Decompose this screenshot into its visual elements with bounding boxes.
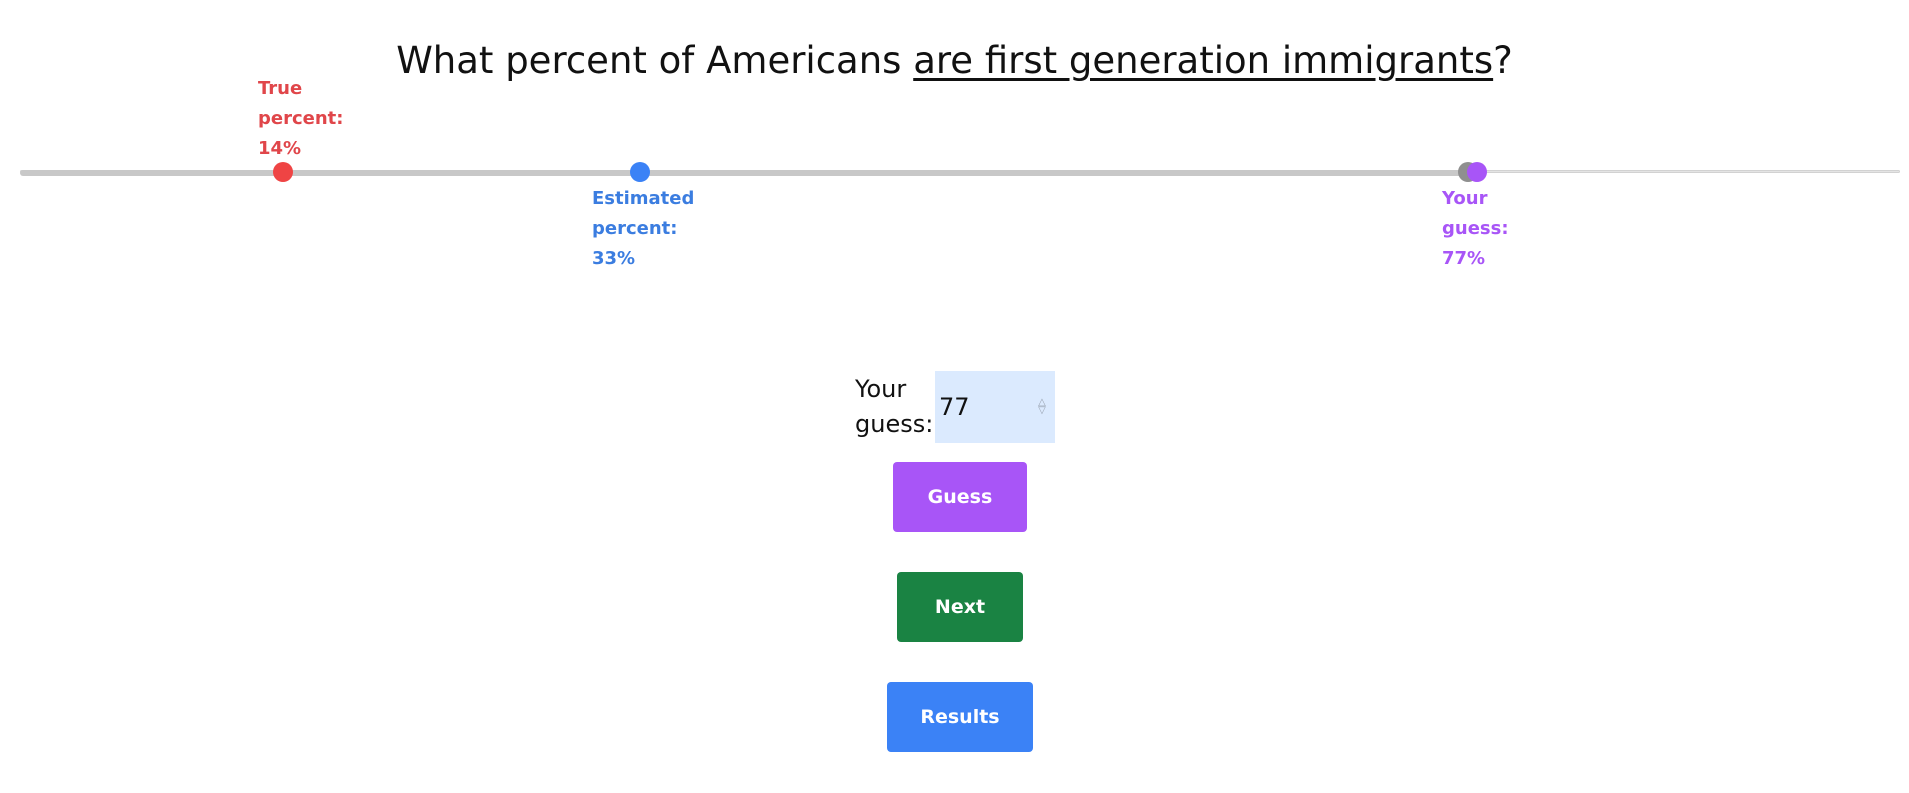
spinner-up-icon[interactable]: △ [1038,397,1046,408]
true-percent-label: True percent: 14% [258,74,343,164]
next-button[interactable]: Next [897,572,1023,642]
question-suffix: ? [1493,39,1513,82]
true-percent-label-line2: percent: [258,108,344,129]
guess-input-value: 77 [939,393,970,421]
estimated-percent-label: Estimated percent: 33% [592,184,694,274]
guess-number-input[interactable]: 77 △ ▽ [935,371,1055,443]
true-percent-marker [273,162,294,182]
question-prefix: What percent of Americans [396,39,914,82]
estimated-percent-value: 33% [592,248,636,269]
true-percent-label-line1: True [258,78,303,99]
slider-track-fill [20,170,1468,176]
estimated-percent-marker [630,162,651,182]
guess-input-label-line2: guess: [855,410,934,438]
your-guess-label: Your guess: 77% [1442,184,1509,274]
your-guess-label-line1: Your [1442,188,1488,209]
question-title: What percent of Americans are first gene… [0,38,1909,84]
number-spinner-icon[interactable]: △ ▽ [1035,397,1049,416]
percent-slider[interactable] [20,160,1900,184]
your-guess-marker [1466,162,1487,182]
results-button[interactable]: Results [887,682,1033,752]
guess-form: Your guess: 77 △ ▽ [855,371,1055,443]
guess-input-label: Your guess: [855,372,935,442]
question-topic-link[interactable]: are first generation immigrants [913,39,1494,82]
guess-input-label-line1: Your [855,375,907,403]
guess-button[interactable]: Guess [893,462,1027,532]
your-guess-label-line2: guess: [1442,218,1509,239]
spinner-down-icon[interactable]: ▽ [1038,405,1046,416]
estimated-percent-label-line2: percent: [592,218,678,239]
true-percent-value: 14% [258,138,302,159]
your-guess-value: 77% [1442,248,1486,269]
estimated-percent-label-line1: Estimated [592,188,695,209]
